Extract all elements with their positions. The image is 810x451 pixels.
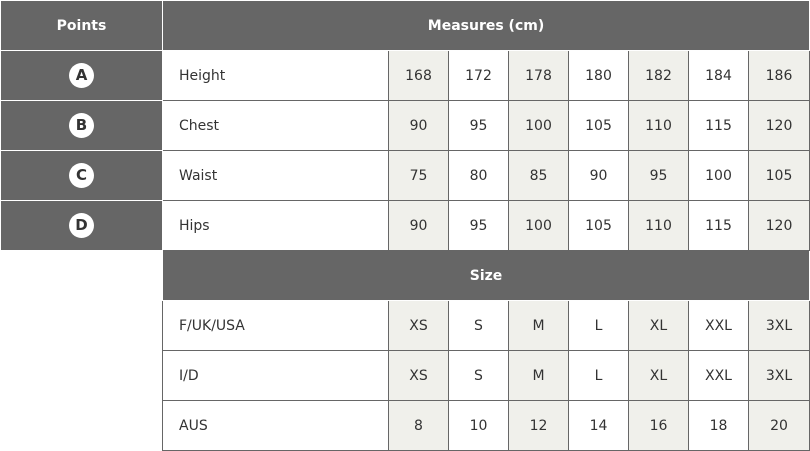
measure-value: 182 — [628, 50, 689, 101]
points-header: Points — [0, 0, 163, 51]
point-cell: A — [0, 50, 163, 101]
measure-value: 100 — [508, 100, 569, 151]
size-row: AUS 8 10 12 14 16 18 20 — [0, 400, 810, 451]
measure-value: 105 — [748, 150, 810, 201]
size-value: XXL — [688, 350, 749, 401]
size-value: XS — [388, 300, 449, 351]
measure-value: 90 — [388, 200, 449, 251]
size-value: M — [508, 350, 569, 401]
size-value: 16 — [628, 400, 689, 451]
size-row: I/D XS S M L XL XXL 3XL — [0, 350, 810, 401]
size-value: L — [568, 350, 629, 401]
measure-value: 95 — [448, 100, 509, 151]
point-cell: B — [0, 100, 163, 151]
blank-cell — [0, 250, 163, 301]
size-value: 14 — [568, 400, 629, 451]
point-cell: C — [0, 150, 163, 201]
size-value: 18 — [688, 400, 749, 451]
measure-label: Height — [162, 50, 389, 101]
measure-row: D Hips 90 95 100 105 110 115 120 — [0, 200, 810, 251]
measure-value: 110 — [628, 200, 689, 251]
measure-value: 186 — [748, 50, 810, 101]
measure-value: 100 — [508, 200, 569, 251]
size-value: 12 — [508, 400, 569, 451]
measure-value: 85 — [508, 150, 569, 201]
size-header-row: Size — [0, 250, 810, 301]
blank-cell — [0, 400, 163, 451]
size-system-label: I/D — [162, 350, 389, 401]
measures-header: Measures (cm) — [162, 0, 810, 51]
measure-row: B Chest 90 95 100 105 110 115 120 — [0, 100, 810, 151]
measure-value: 105 — [568, 200, 629, 251]
measure-value: 120 — [748, 200, 810, 251]
measure-value: 95 — [628, 150, 689, 201]
point-badge-icon: A — [69, 63, 94, 88]
size-value: 10 — [448, 400, 509, 451]
size-value: XXL — [688, 300, 749, 351]
size-value: S — [448, 300, 509, 351]
point-cell: D — [0, 200, 163, 251]
measure-row: A Height 168 172 178 180 182 184 186 — [0, 50, 810, 101]
size-value: M — [508, 300, 569, 351]
header-row: Points Measures (cm) — [0, 0, 810, 51]
size-value: L — [568, 300, 629, 351]
size-value: 3XL — [748, 300, 810, 351]
size-value: XL — [628, 300, 689, 351]
measure-value: 115 — [688, 100, 749, 151]
measure-label: Chest — [162, 100, 389, 151]
measure-value: 110 — [628, 100, 689, 151]
blank-cell — [0, 300, 163, 351]
point-badge-icon: B — [69, 113, 94, 138]
point-badge-icon: D — [69, 213, 94, 238]
measure-value: 184 — [688, 50, 749, 101]
measure-value: 80 — [448, 150, 509, 201]
size-header: Size — [162, 250, 810, 301]
size-value: S — [448, 350, 509, 401]
measure-label: Hips — [162, 200, 389, 251]
measure-value: 95 — [448, 200, 509, 251]
size-system-label: F/UK/USA — [162, 300, 389, 351]
measure-label: Waist — [162, 150, 389, 201]
measure-value: 75 — [388, 150, 449, 201]
size-system-label: AUS — [162, 400, 389, 451]
size-value: 3XL — [748, 350, 810, 401]
size-value: 8 — [388, 400, 449, 451]
measure-value: 90 — [568, 150, 629, 201]
size-row: F/UK/USA XS S M L XL XXL 3XL — [0, 300, 810, 351]
measure-value: 168 — [388, 50, 449, 101]
measure-value: 120 — [748, 100, 810, 151]
size-value: 20 — [748, 400, 810, 451]
measure-value: 178 — [508, 50, 569, 101]
size-value: XS — [388, 350, 449, 401]
measure-value: 115 — [688, 200, 749, 251]
measure-value: 100 — [688, 150, 749, 201]
blank-cell — [0, 350, 163, 401]
measure-value: 90 — [388, 100, 449, 151]
measure-value: 172 — [448, 50, 509, 101]
measure-value: 180 — [568, 50, 629, 101]
measure-value: 105 — [568, 100, 629, 151]
point-badge-icon: C — [69, 163, 94, 188]
measure-row: C Waist 75 80 85 90 95 100 105 — [0, 150, 810, 201]
size-value: XL — [628, 350, 689, 401]
